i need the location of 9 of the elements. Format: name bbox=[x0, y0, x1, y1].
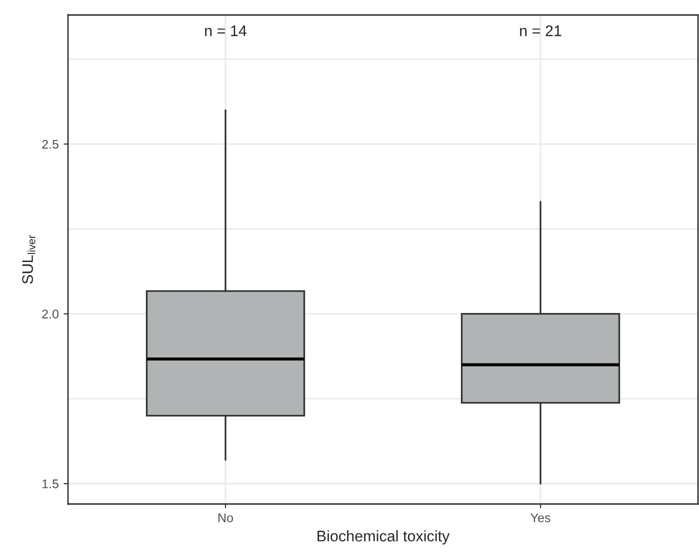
annotation: n = 21 bbox=[520, 25, 562, 36]
y-axis-title: SUL$_{liver}$ bbox=[22, 235, 36, 284]
x-axis-title: Biochemical toxicity bbox=[318, 530, 450, 544]
x-tick-label: No bbox=[218, 513, 233, 522]
y-tick-label: 2.5 bbox=[42, 140, 58, 149]
x-tick-label: Yes bbox=[530, 513, 550, 522]
y-tick-label: 2.0 bbox=[42, 310, 58, 318]
y-tick-label: 1.5 bbox=[42, 480, 58, 488]
annotation: n = 14 bbox=[205, 26, 247, 36]
